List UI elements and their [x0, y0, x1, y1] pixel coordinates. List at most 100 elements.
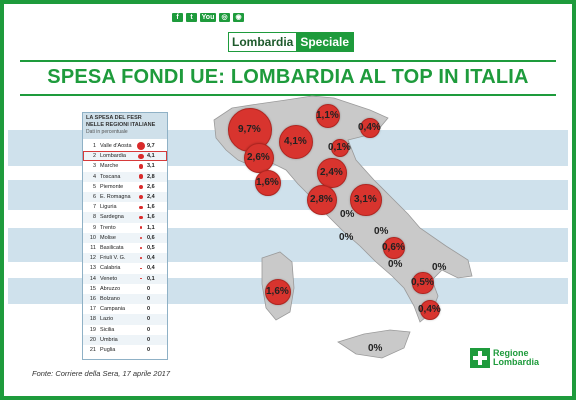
twitter-icon[interactable]: t: [186, 13, 197, 22]
row-value: 0,5: [147, 245, 155, 251]
row-value: 9,7: [147, 143, 155, 149]
instagram-icon[interactable]: ◎: [219, 13, 230, 22]
row-value: 4,1: [147, 153, 155, 160]
map-bubble-label: 0,1%: [328, 142, 351, 153]
map-bubble-label: 0%: [432, 262, 447, 273]
map-bubble-label: 0,6%: [382, 242, 405, 253]
row-rank: 3: [92, 163, 96, 170]
map-bubble: [359, 117, 381, 139]
row-dot: [139, 215, 143, 220]
row-region: Piemonte: [100, 183, 124, 190]
map-bubble-label: 1,6%: [256, 177, 279, 188]
row-region: Sicilia: [100, 326, 115, 333]
row-rank: 7: [92, 204, 96, 211]
map-bubble-label: 4,1%: [284, 136, 307, 147]
row-rank: 17: [89, 306, 96, 313]
row-rank: 12: [89, 255, 96, 262]
row-value: 0,4: [147, 255, 155, 262]
table-row: 14 Veneto 0,1: [83, 273, 167, 284]
row-dot: [138, 184, 144, 189]
row-region: Bolzano: [100, 296, 120, 302]
row-dot: [136, 141, 146, 151]
map-bubble-label: 0%: [339, 232, 354, 243]
map-bubble-label: 0,5%: [411, 277, 434, 288]
row-region: Molise: [100, 234, 116, 241]
row-dot: [140, 257, 142, 259]
row-region: Puglia: [100, 347, 116, 353]
map-bubble: [243, 142, 275, 174]
row-dot: [139, 236, 142, 239]
table-row: 19 Sicilia 0: [83, 325, 167, 335]
row-dot: [139, 226, 143, 229]
ranking-panel: LA SPESA DEL FESR NELLE REGIONI ITALIANE…: [82, 112, 168, 360]
rss-icon[interactable]: ◉: [233, 13, 244, 22]
row-region: Lombardia: [100, 153, 126, 160]
row-dot: [139, 205, 143, 209]
row-value: 3,1: [147, 163, 155, 170]
row-rank: 11: [90, 245, 96, 251]
map-bubble: [315, 103, 341, 129]
row-value: 2,6: [147, 183, 155, 190]
row-region: E. Romagna: [100, 194, 131, 200]
row-value: 0: [147, 326, 151, 333]
table-row: 6 E. Romagna 2,4: [83, 192, 167, 203]
row-rank: 10: [89, 234, 96, 241]
map-bubble-label: 9,7%: [238, 124, 261, 135]
table-row: 1 Valle d'Aosta 9,7: [83, 141, 167, 151]
row-region: Campania: [100, 306, 126, 313]
row-dot: [138, 194, 143, 199]
row-dot: [140, 267, 142, 270]
table-row: 18 Lazio 0: [83, 314, 167, 325]
brand-right: Speciale: [296, 33, 354, 51]
row-value: 0: [147, 285, 151, 292]
row-value: 0,6: [147, 234, 155, 241]
row-value: 0: [147, 296, 151, 302]
table-row: 15 Abruzzo 0: [83, 284, 167, 294]
italy-mainland: [213, 95, 473, 323]
table-row: 13 Calabria 0,4: [83, 263, 167, 273]
row-region: Umbria: [100, 336, 118, 343]
map-bubble: [306, 184, 338, 216]
row-dot: [140, 277, 142, 280]
row-rank: 8: [92, 214, 96, 221]
source-note: Fonte: Corriere della Sera, 17 aprile 20…: [32, 369, 170, 378]
title-bottom-rule: [20, 94, 556, 96]
row-region: Liguria: [100, 204, 117, 211]
table-row: 7 Liguria 1,6: [83, 202, 167, 212]
row-rank: 2: [92, 153, 96, 160]
row-value: 1,6: [147, 214, 155, 221]
map-bubble-label: 2,6%: [247, 152, 270, 163]
table-row: 3 Marche 3,1: [83, 161, 167, 171]
map-bubble-label: 2,8%: [310, 194, 333, 205]
row-region: Valle d'Aosta: [100, 143, 132, 149]
row-rank: 14: [89, 275, 96, 282]
row-region: Veneto: [100, 275, 118, 282]
brand-logo[interactable]: Lombardia Speciale: [228, 32, 355, 52]
map-bubble: [350, 184, 382, 216]
table-row: 2 Lombardia 4,1: [83, 151, 167, 162]
panel-heading-1: LA SPESA DEL FESR: [86, 115, 142, 121]
row-value: 2,4: [147, 194, 155, 200]
regione-lombardia-logo[interactable]: Regione Lombardia: [470, 348, 539, 368]
row-value: 1,6: [147, 204, 155, 211]
row-region: Trento: [100, 224, 116, 231]
map-bubble: [331, 139, 349, 157]
table-row: 21 Puglia 0: [83, 345, 167, 355]
row-value: 1,1: [147, 224, 155, 231]
youtube-icon[interactable]: You: [200, 13, 216, 22]
sicily-island: [337, 329, 411, 359]
table-row: 10 Molise 0,6: [83, 232, 167, 243]
table-row: 16 Bolzano 0: [83, 294, 167, 305]
row-value: 0: [147, 316, 151, 323]
row-rank: 1: [92, 143, 96, 149]
table-row: 12 Friuli V. G. 0,4: [83, 253, 167, 264]
row-region: Friuli V. G.: [100, 255, 126, 262]
regione-cross-icon: [470, 348, 490, 368]
row-rank: 19: [89, 326, 96, 333]
row-value: 0,1: [147, 275, 155, 282]
facebook-icon[interactable]: f: [172, 13, 183, 22]
row-region: Basilicata: [100, 245, 124, 251]
row-dot: [140, 247, 142, 249]
row-dot: [138, 153, 144, 159]
row-rank: 9: [92, 224, 96, 231]
